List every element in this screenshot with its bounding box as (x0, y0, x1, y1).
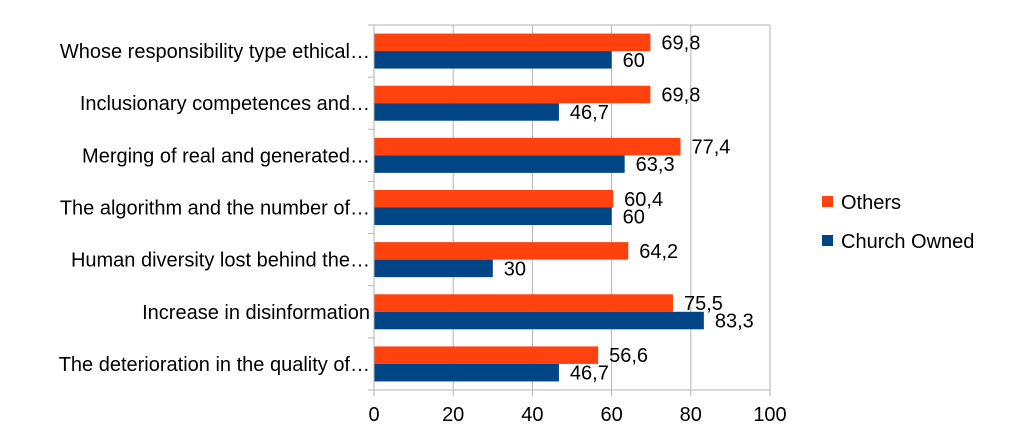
legend-label: Church Owned (841, 231, 974, 253)
bar-others (374, 346, 599, 364)
legend-label: Others (841, 192, 901, 214)
category-label: The algorithm and the number of… (60, 198, 370, 220)
bar-church-owned (374, 363, 559, 382)
bar-others (374, 137, 681, 156)
data-label: 69,8 (661, 32, 700, 54)
bar-others (374, 190, 614, 208)
bar-others (374, 33, 651, 52)
x-tick-label: 40 (521, 404, 543, 426)
data-label: 64,2 (639, 241, 678, 263)
bar-church-owned (374, 155, 625, 173)
data-label: 46,7 (570, 363, 609, 385)
data-label: 75,5 (684, 293, 723, 315)
bar-church-owned (374, 51, 612, 69)
data-label: 77,4 (692, 137, 731, 159)
data-label: 46,7 (570, 102, 609, 124)
data-label: 83,3 (715, 311, 754, 333)
bars (374, 33, 704, 382)
data-label: 60,4 (624, 189, 663, 211)
data-label: 63,3 (636, 154, 675, 176)
x-tick-label: 80 (680, 404, 702, 426)
category-label: Merging of real and generated… (82, 145, 370, 167)
data-label: 30 (504, 258, 526, 280)
data-label: 56,6 (609, 345, 648, 367)
x-tick-label: 60 (600, 404, 622, 426)
data-label: 60 (623, 50, 645, 72)
category-label: Whose responsibility type ethical… (60, 41, 370, 63)
category-label: Increase in disinformation (142, 302, 370, 324)
axes (368, 24, 770, 391)
x-tick-label: 100 (753, 404, 786, 426)
legend-swatch-church-owned (822, 235, 833, 246)
data-label: 60 (623, 206, 645, 228)
bar-church-owned (374, 207, 612, 225)
category-label: Human diversity lost behind the… (71, 250, 370, 272)
bar-church-owned (374, 259, 493, 278)
legend-swatch-others (822, 196, 833, 207)
x-tick-label: 20 (442, 404, 464, 426)
x-tick-label: 0 (368, 404, 379, 426)
bar-others (374, 294, 673, 312)
bar-church-owned (374, 311, 704, 330)
data-label: 69,8 (661, 84, 700, 106)
legend: Others Church Owned (822, 192, 974, 253)
bar-church-owned (374, 103, 559, 121)
category-label: Inclusionary competences and… (80, 93, 370, 115)
bar-others (374, 85, 651, 104)
category-label: The deterioration in the quality of… (59, 354, 370, 376)
bar-others (374, 242, 629, 260)
labels: 0 20 40 60 80 100 Whose responsibility type et… (59, 32, 787, 426)
